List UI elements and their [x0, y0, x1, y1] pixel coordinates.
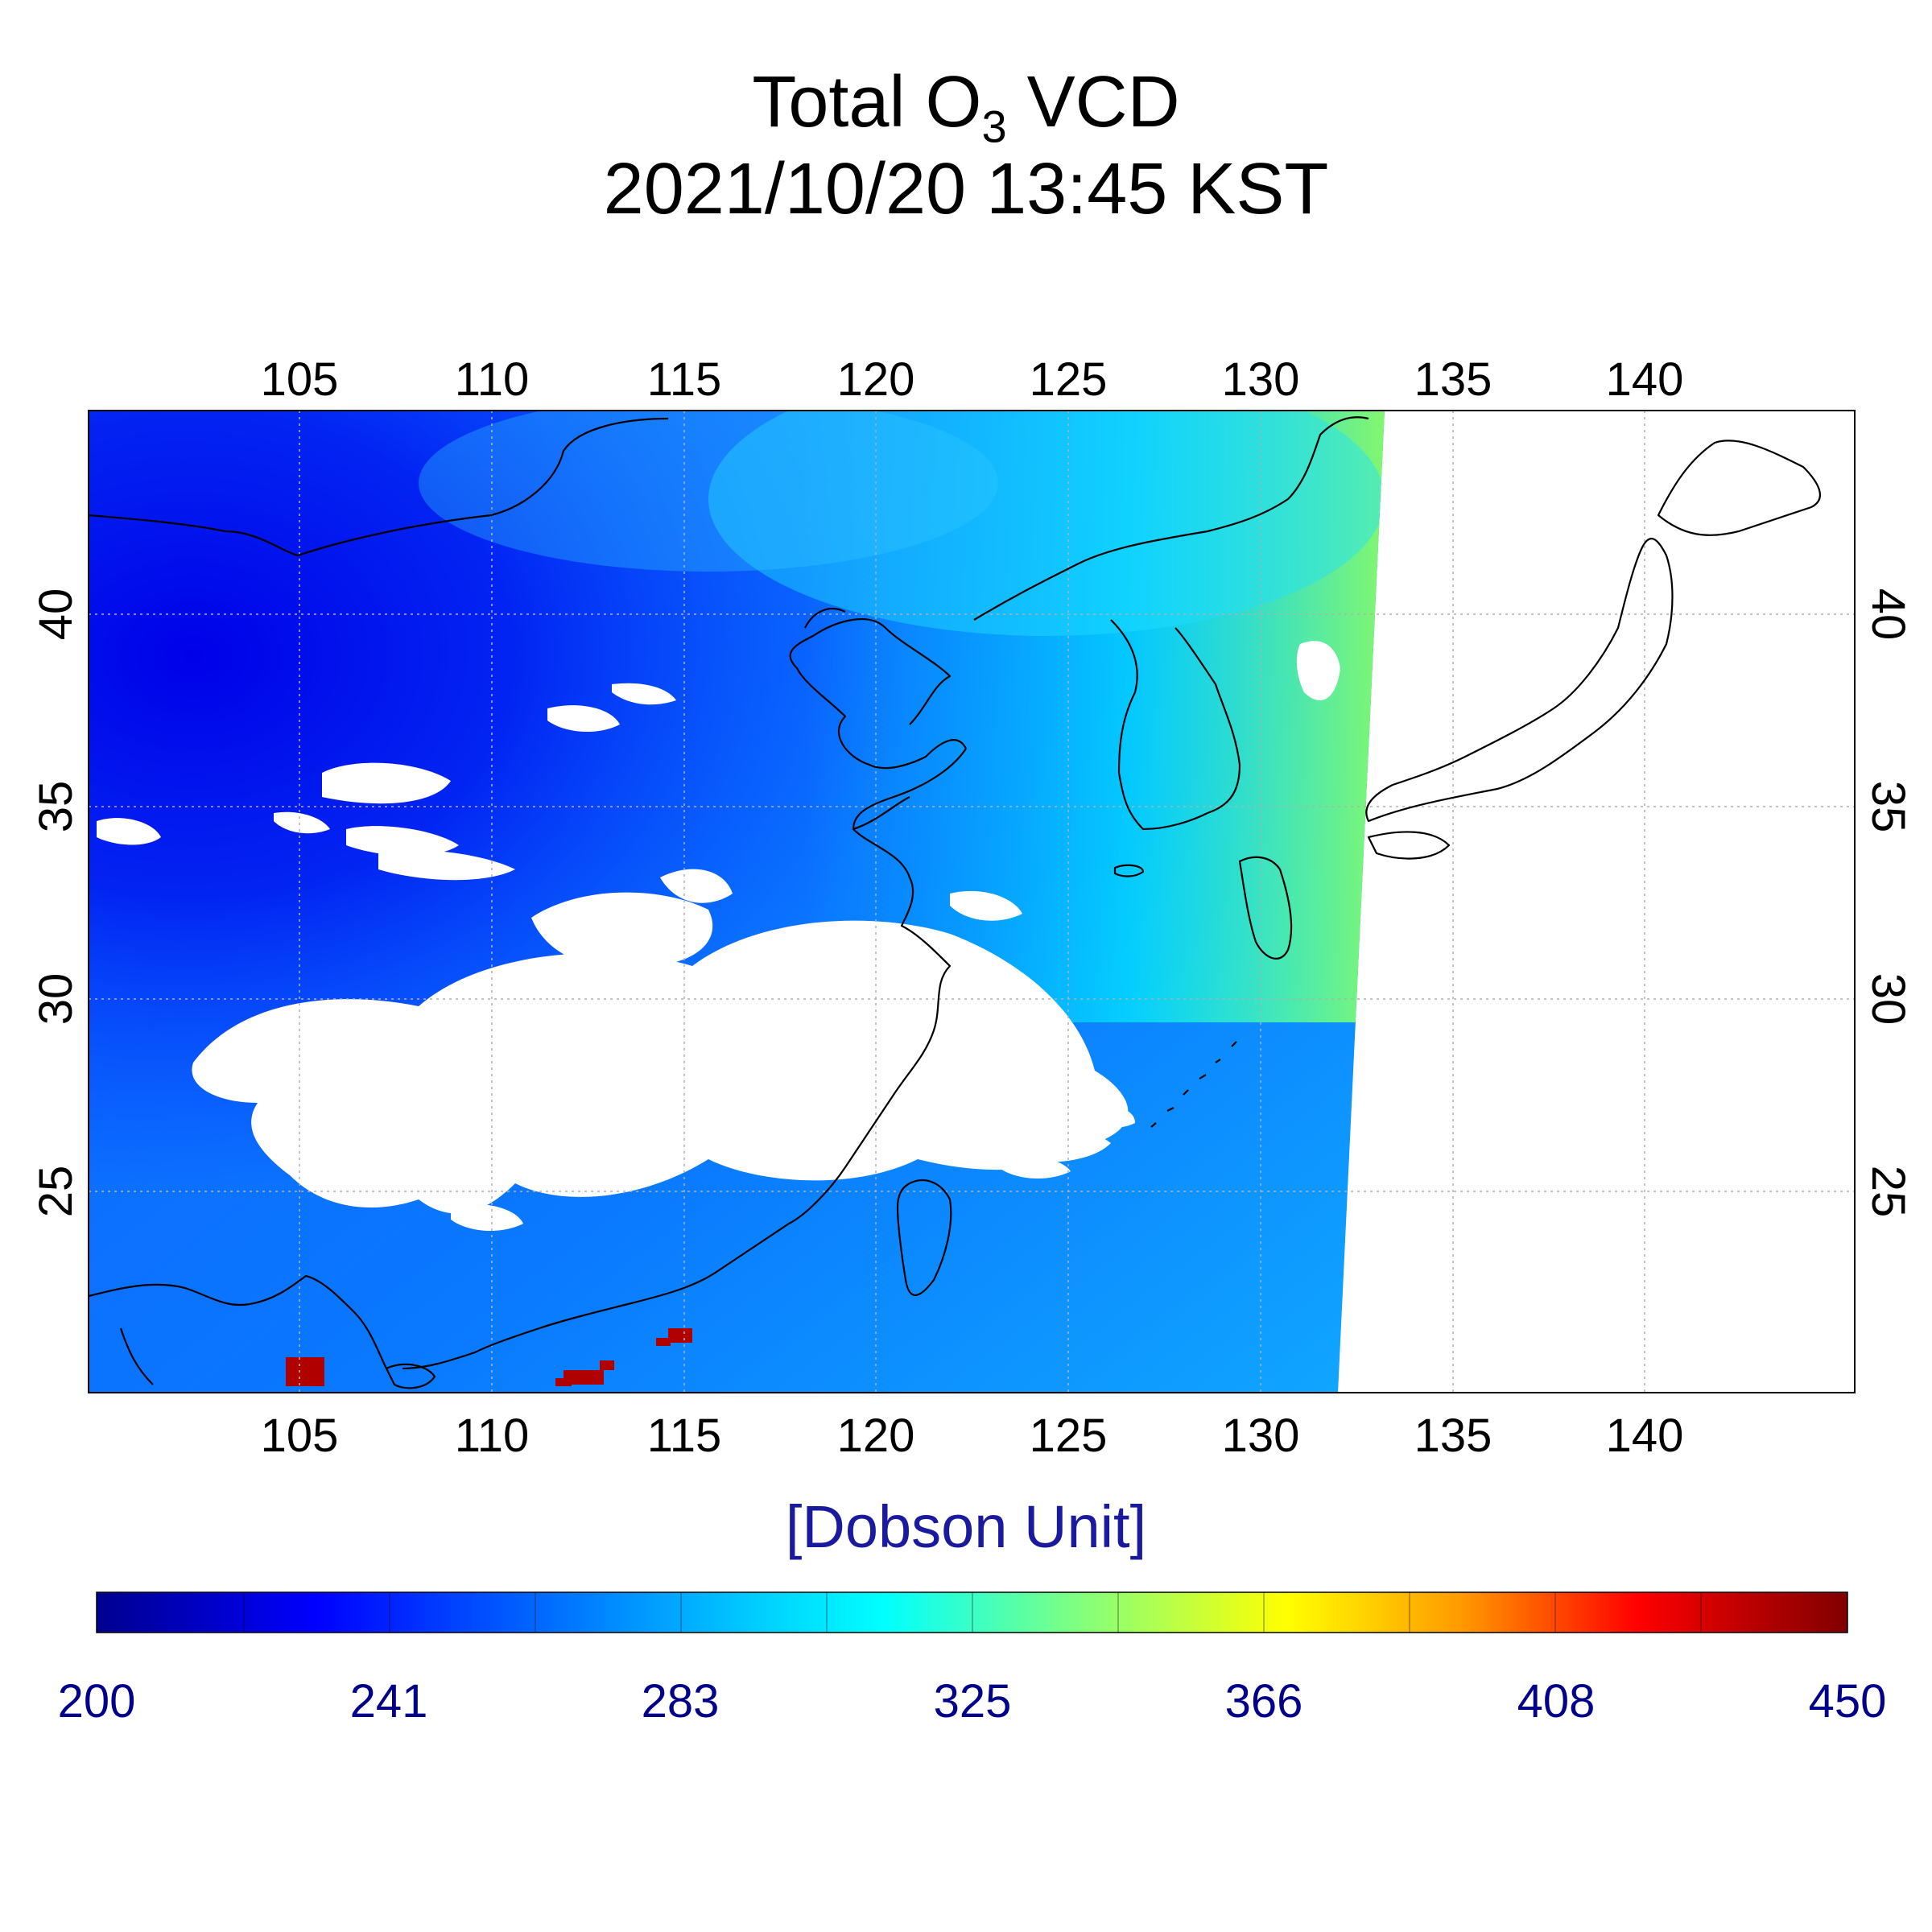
colorbar-tick-283: 283 [641, 1675, 720, 1728]
lon-tick-top-135: 135 [1414, 353, 1492, 406]
lon-tick-bottom-140: 140 [1605, 1410, 1684, 1462]
lon-tick-top-130: 130 [1221, 353, 1300, 406]
lon-tick-top-105: 105 [260, 353, 339, 406]
lat-tick-left-25: 25 [30, 1165, 82, 1218]
lon-tick-top-115: 115 [646, 353, 722, 406]
lon-tick-bottom-115: 115 [646, 1410, 722, 1462]
colorbar-tick-325: 325 [933, 1675, 1012, 1728]
plot-frame [88, 410, 1856, 1393]
coastlines [89, 416, 1821, 1389]
lon-tick-top-110: 110 [454, 353, 530, 406]
lat-tick-left-30: 30 [30, 972, 82, 1026]
lat-tick-right-40: 40 [1862, 588, 1914, 641]
title-line-2: 2021/10/20 13:45 KST [603, 149, 1329, 229]
colorbar-tick-366: 366 [1224, 1675, 1303, 1728]
lon-tick-bottom-110: 110 [454, 1410, 530, 1462]
colorbar-tick-marks [243, 1592, 1702, 1633]
colorbar-tick-408: 408 [1517, 1675, 1596, 1728]
title-subscript: 3 [981, 101, 1007, 152]
title-line-1: Total O3 VCD [752, 62, 1180, 152]
lon-tick-top-140: 140 [1605, 353, 1684, 406]
colorbar-tick-241: 241 [349, 1675, 428, 1728]
high-ozone-patches [286, 1328, 692, 1386]
lat-tick-left-35: 35 [30, 780, 82, 833]
colorbar-tick-200: 200 [57, 1675, 136, 1728]
cloud-gaps [97, 641, 1340, 1232]
colorbar-tick-450: 450 [1808, 1675, 1887, 1728]
lon-tick-top-120: 120 [836, 353, 915, 406]
lon-tick-bottom-135: 135 [1414, 1410, 1492, 1462]
lon-tick-bottom-120: 120 [836, 1410, 915, 1462]
colorbar-unit-label: [Dobson Unit] [785, 1493, 1147, 1560]
lat-tick-right-30: 30 [1862, 972, 1914, 1026]
lon-tick-bottom-105: 105 [260, 1410, 339, 1462]
lon-tick-bottom-125: 125 [1029, 1410, 1108, 1462]
ozone-swath [89, 411, 1385, 1393]
lat-tick-right-35: 35 [1862, 780, 1914, 833]
lat-tick-right-25: 25 [1862, 1165, 1914, 1218]
lat-tick-left-40: 40 [30, 588, 82, 641]
graticule [89, 411, 1855, 1393]
lon-tick-bottom-130: 130 [1221, 1410, 1300, 1462]
lon-tick-top-125: 125 [1029, 353, 1108, 406]
